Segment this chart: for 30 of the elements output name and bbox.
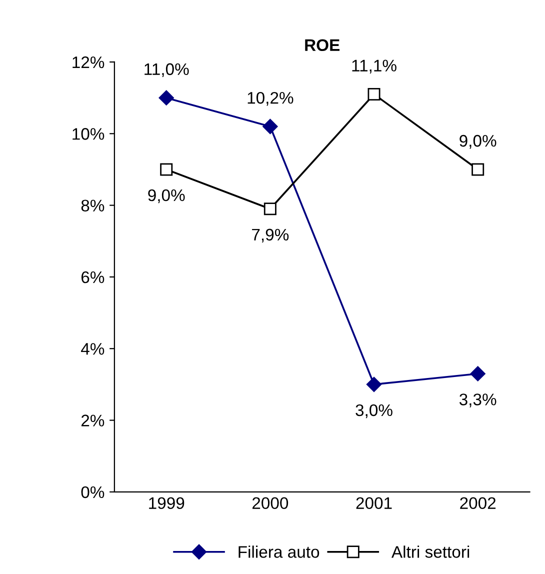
point [160,163,173,176]
point [262,118,278,134]
data-label: 10,2% [248,92,294,106]
y-tick-label: 2% [81,414,104,426]
point [158,90,174,106]
x-tick-label: 2002 [460,497,496,510]
y-tick-label: 4% [81,343,104,355]
point [470,366,486,382]
data-label: 3,3% [459,394,496,408]
legend-label: Filiera auto [238,546,320,558]
y-tick-label: 0% [81,486,104,498]
x-tick-label: 1999 [149,497,184,510]
data-label: 9,0% [460,134,496,149]
data-label: 11,1% [352,60,396,74]
legend-label: Altri settori [391,546,470,558]
data-label: 7,9% [252,228,289,243]
point [264,202,276,216]
point [366,376,382,392]
y-tick-label: 6% [81,271,104,284]
data-label: 9,0% [148,189,185,204]
y-tick-label: 8% [81,200,104,212]
chart-title: ROE [305,39,340,52]
data-label: 11,0% [144,63,189,78]
x-tick-label: 2001 [356,497,392,510]
point [472,163,484,176]
point [368,88,380,100]
x-tick-label: 2000 [252,497,288,510]
y-tick-label: 10% [72,128,104,140]
data-label: 3,0% [356,404,392,418]
y-tick-label: 12% [72,56,104,68]
